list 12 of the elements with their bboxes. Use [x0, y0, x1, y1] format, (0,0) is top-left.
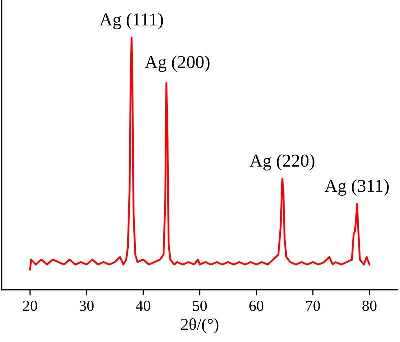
annotation: Ag (200) — [145, 56, 210, 72]
x-tick-label: 50 — [193, 300, 208, 312]
x-tick-label: 60 — [250, 300, 264, 312]
annotation: Ag (311) — [324, 180, 389, 196]
x-tick-label: 80 — [362, 300, 377, 312]
x-tick-label: 30 — [80, 300, 94, 312]
annotation: Ag (111) — [100, 13, 164, 30]
x-tick-label: 20 — [23, 300, 38, 312]
annotation: Ag (220) — [250, 154, 315, 171]
x-tick-label: 70 — [306, 300, 320, 312]
x-tick-label: 40 — [136, 300, 150, 312]
x-axis-title: 2θ/(°) — [181, 318, 219, 334]
